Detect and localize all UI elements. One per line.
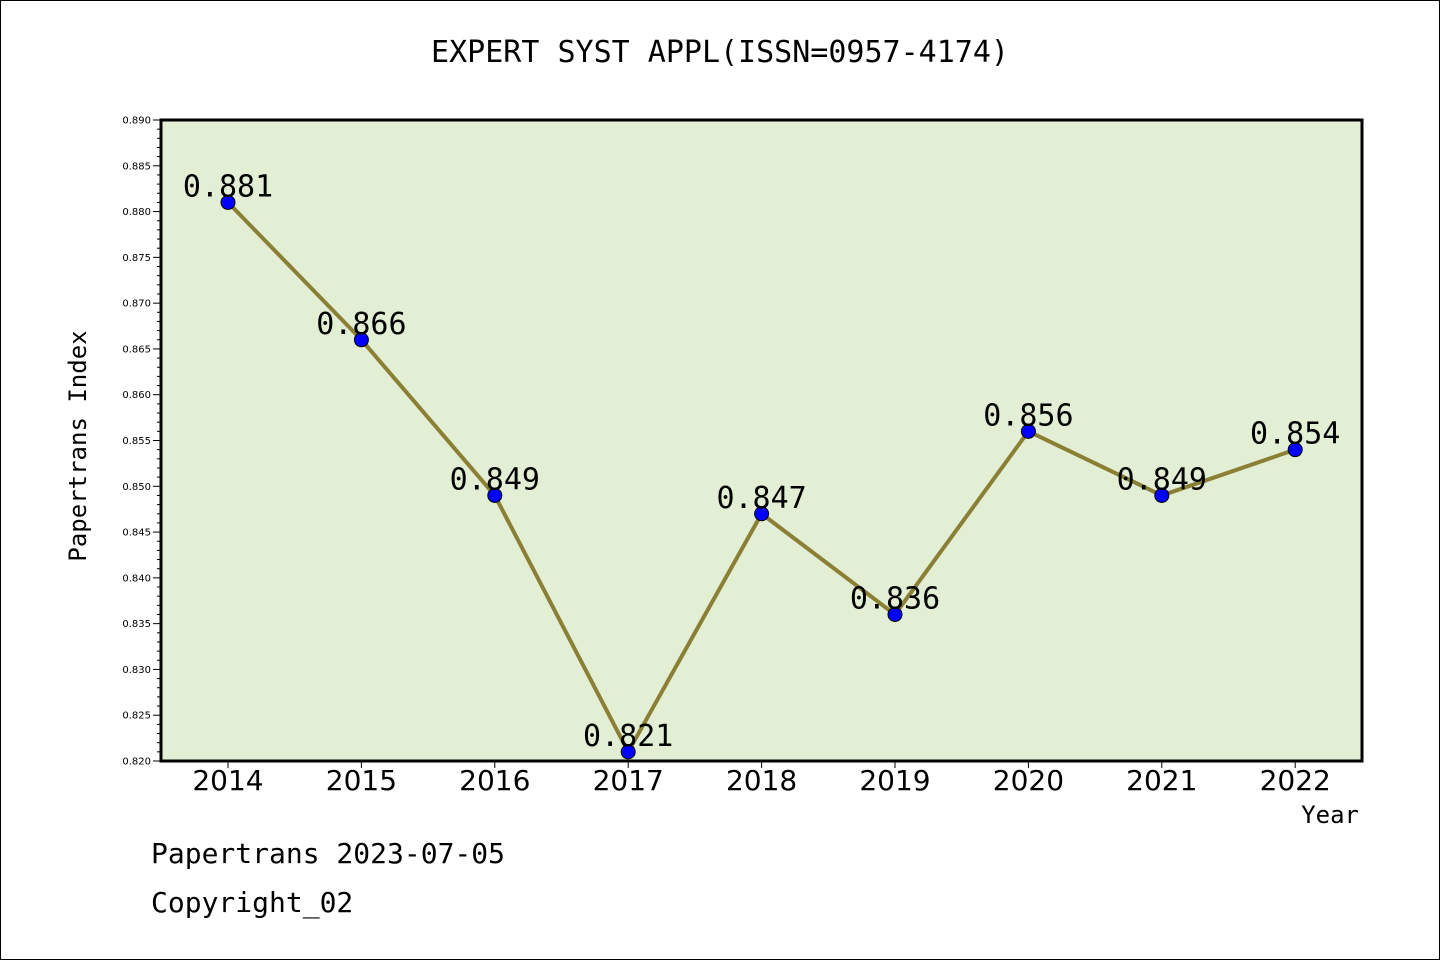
x-tick-label: 2016 xyxy=(459,764,530,797)
data-point xyxy=(353,332,369,348)
x-tick-label: 2015 xyxy=(326,764,397,797)
y-tick-label: 0.860 xyxy=(122,390,151,401)
data-label: 0.821 xyxy=(583,719,673,754)
data-label: 0.847 xyxy=(716,481,806,516)
x-tick-label: 2019 xyxy=(859,764,930,797)
y-tick-label: 0.845 xyxy=(122,528,151,539)
plot-area xyxy=(161,120,1362,761)
y-tick-label: 0.875 xyxy=(122,253,151,264)
chart-title: EXPERT SYST APPL(ISSN=0957-4174) xyxy=(431,35,1009,70)
data-label: 0.866 xyxy=(316,307,406,342)
data-point xyxy=(487,487,503,503)
data-label: 0.836 xyxy=(850,581,940,616)
x-tick-label: 2014 xyxy=(192,764,263,797)
footer-copyright: Copyright_02 xyxy=(151,886,354,919)
x-tick-label: 2022 xyxy=(1260,764,1331,797)
x-tick-label: 2020 xyxy=(993,764,1064,797)
x-axis-label: Year xyxy=(1301,801,1359,829)
data-point xyxy=(754,506,770,522)
plot-border xyxy=(159,118,1364,763)
data-point xyxy=(1287,442,1303,458)
y-tick-label: 0.865 xyxy=(122,344,151,355)
y-tick-label: 0.890 xyxy=(122,116,151,127)
y-tick-label: 0.830 xyxy=(122,665,151,676)
y-tick-label: 0.820 xyxy=(122,757,151,768)
data-point xyxy=(620,744,636,760)
y-tick-label: 0.880 xyxy=(122,207,151,218)
x-tick-label: 2017 xyxy=(593,764,664,797)
data-point xyxy=(887,606,903,622)
x-tick-label: 2018 xyxy=(726,764,797,797)
data-point xyxy=(1020,423,1036,439)
y-tick-label: 0.885 xyxy=(122,161,151,172)
data-label: 0.849 xyxy=(450,462,540,497)
x-tick-label: 2021 xyxy=(1126,764,1197,797)
y-tick-label: 0.850 xyxy=(122,482,151,493)
data-label: 0.881 xyxy=(183,169,273,204)
y-tick-label: 0.840 xyxy=(122,573,151,584)
y-tick-label: 0.855 xyxy=(122,436,151,447)
data-point xyxy=(220,194,236,210)
y-tick-label: 0.825 xyxy=(122,711,151,722)
footer-date: Papertrans 2023-07-05 xyxy=(151,837,506,870)
data-label: 0.849 xyxy=(1117,462,1207,497)
y-tick-label: 0.835 xyxy=(122,619,151,630)
data-point xyxy=(1154,487,1170,503)
data-label: 0.856 xyxy=(983,398,1073,433)
y-tick-label: 0.870 xyxy=(122,299,151,310)
data-label: 0.854 xyxy=(1250,417,1340,452)
